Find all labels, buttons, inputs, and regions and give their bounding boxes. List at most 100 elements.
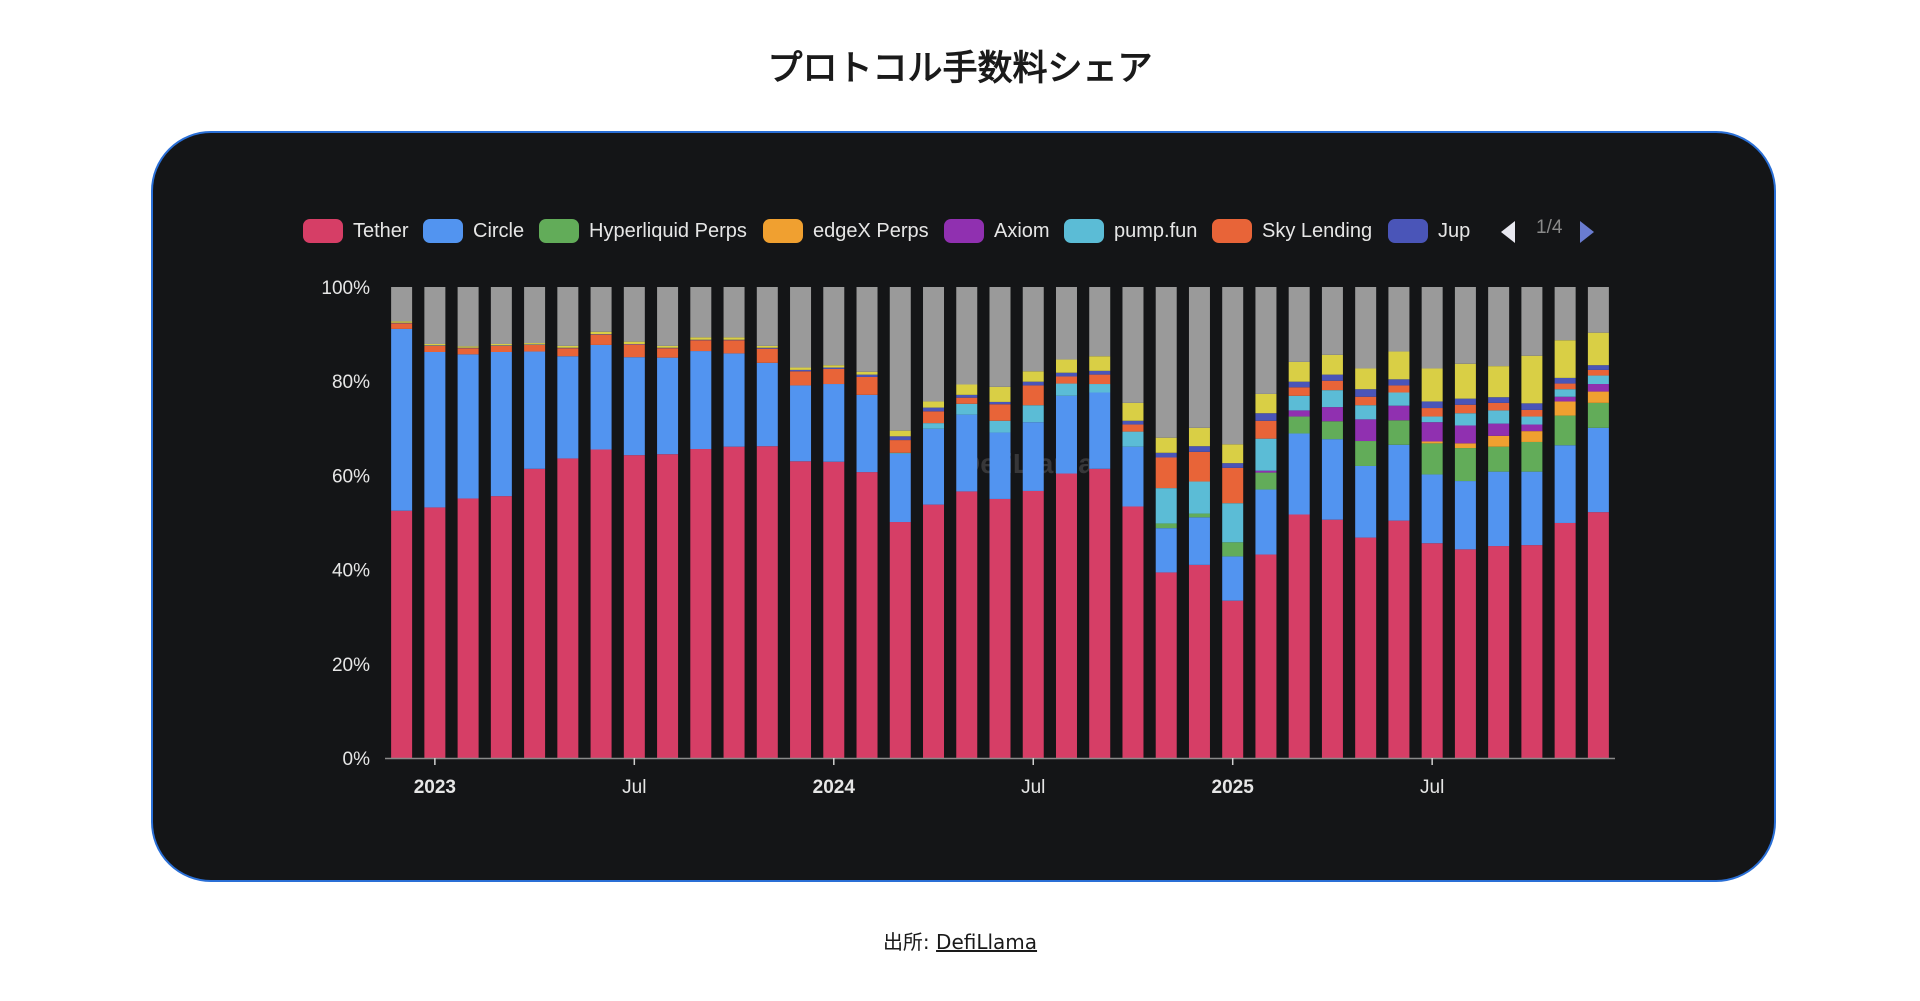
bar-segment-other-8	[690, 337, 712, 340]
bar-segment-jup	[1355, 389, 1377, 397]
bar-segment-circle	[756, 362, 778, 447]
bar-segment-sky-lending	[956, 397, 978, 404]
bar-segment-pump-fun	[1022, 405, 1044, 423]
bar-segment-jup	[1421, 401, 1443, 409]
bar-segment-other-9	[524, 287, 546, 344]
bar-segment-other-8	[1255, 393, 1277, 414]
legend-item[interactable]: Circle	[423, 219, 524, 243]
bar-segment-other-8	[1022, 371, 1044, 382]
bar-segment-tether	[1022, 490, 1044, 758]
bar-segment-other-9	[723, 287, 745, 338]
legend-item[interactable]: pump.fun	[1064, 219, 1197, 243]
y-tick-label: 0%	[343, 749, 371, 770]
bar-segment-other-8	[657, 345, 679, 348]
bar-segment-circle	[856, 394, 878, 473]
bar-segment-other-8	[1122, 402, 1144, 421]
bar-segment-axiom	[1554, 396, 1576, 402]
bar-segment-other-9	[1454, 287, 1476, 364]
x-tick-label: 2025	[1212, 777, 1255, 798]
y-tick-label: 40%	[332, 561, 370, 582]
x-tick-label: Jul	[1021, 777, 1045, 798]
bar-segment-tether	[1089, 468, 1111, 758]
bar-segment-other-8	[1388, 351, 1410, 380]
legend-swatch	[423, 219, 463, 243]
bar-segment-sky-lending	[424, 345, 446, 352]
x-tick-label: 2023	[414, 777, 456, 798]
bar-segment-tether	[790, 461, 812, 758]
bar-segment-tether	[889, 522, 911, 758]
bar-segment-circle	[1454, 481, 1476, 550]
bar-segment-circle	[1055, 395, 1077, 474]
bar-segment-tether	[1454, 549, 1476, 758]
bar-segment-sky-lending	[391, 323, 413, 329]
bar-segment-pump-fun	[1188, 481, 1210, 514]
bar-segment-tether	[1321, 519, 1343, 758]
bar-segment-jup	[1055, 372, 1077, 377]
bar-segment-edgex-perps	[1521, 431, 1543, 442]
bar-segment-axiom	[1488, 423, 1510, 436]
bar-segment-other-8	[1288, 361, 1310, 382]
source-link[interactable]: DefiLlama	[936, 930, 1038, 954]
bar-segment-sky-lending	[1122, 424, 1144, 432]
legend-swatch	[944, 219, 984, 243]
bar-segment-jup	[790, 369, 812, 372]
legend-swatch	[1388, 219, 1428, 243]
bar-segment-other-8	[756, 345, 778, 348]
bar-segment-other-9	[956, 287, 978, 385]
bar-segment-circle	[1355, 465, 1377, 538]
legend-item[interactable]: Axiom	[944, 219, 1050, 243]
bar-segment-hyperliquid-perps	[1222, 542, 1244, 557]
bar-segment-other-9	[1288, 287, 1310, 362]
bar-segment-pump-fun	[1355, 405, 1377, 420]
bar-segment-other-9	[490, 287, 512, 344]
bar-segment-circle	[1155, 528, 1177, 573]
bar-segment-pump-fun	[1122, 431, 1144, 447]
bar-segment-other-8	[1488, 366, 1510, 398]
bar-segment-other-9	[557, 287, 579, 346]
bar-segment-circle	[1388, 444, 1410, 521]
bar-segment-circle	[1288, 433, 1310, 515]
bar-segment-other-9	[457, 287, 479, 347]
bar-segment-other-8	[889, 430, 911, 437]
bar-segment-circle	[690, 351, 712, 450]
legend-item[interactable]: edgeX Perps	[763, 219, 929, 243]
legend-item[interactable]: Tether	[303, 219, 409, 243]
triangle-left-icon[interactable]	[1501, 221, 1515, 243]
bar-segment-axiom	[1288, 410, 1310, 417]
legend-label: Hyperliquid Perps	[589, 219, 747, 242]
bar-segment-sky-lending	[1454, 404, 1476, 414]
bar-segment-other-8	[790, 367, 812, 370]
bar-segment-other-8	[1155, 437, 1177, 453]
legend-item[interactable]: Jup	[1388, 219, 1470, 243]
bar-segment-hyperliquid-perps	[1521, 441, 1543, 472]
bar-segment-other-8	[1321, 354, 1343, 375]
bar-segment-other-9	[1554, 287, 1576, 341]
bar-segment-other-9	[1321, 287, 1343, 355]
bar-segment-jup	[1587, 365, 1609, 370]
bar-segment-other-9	[823, 287, 845, 366]
bar-segment-other-8	[989, 386, 1011, 402]
bar-segment-hyperliquid-perps	[1454, 448, 1476, 482]
bar-segment-tether	[557, 458, 579, 758]
bar-segment-other-9	[623, 287, 645, 342]
bar-segment-hyperliquid-perps	[1554, 415, 1576, 446]
bar-segment-other-8	[1222, 444, 1244, 464]
legend-swatch	[1212, 219, 1252, 243]
bar-segment-other-9	[1255, 287, 1277, 394]
y-tick-label: 100%	[321, 278, 370, 299]
legend-item[interactable]: Sky Lending	[1212, 219, 1372, 243]
triangle-right-icon[interactable]	[1580, 221, 1594, 243]
y-tick-label: 80%	[332, 372, 370, 393]
bar-segment-circle	[923, 428, 945, 505]
bar-segment-pump-fun	[1288, 395, 1310, 411]
source-prefix: 出所:	[882, 930, 937, 954]
bar-segment-tether	[1554, 522, 1576, 758]
bar-segment-tether	[956, 491, 978, 758]
bar-segment-other-9	[1388, 287, 1410, 352]
bar-segment-tether	[1155, 572, 1177, 758]
bar-segment-circle	[1255, 489, 1277, 555]
legend-item[interactable]: Hyperliquid Perps	[539, 219, 747, 243]
bar-segment-other-8	[1454, 363, 1476, 399]
bar-segment-other-9	[923, 287, 945, 402]
